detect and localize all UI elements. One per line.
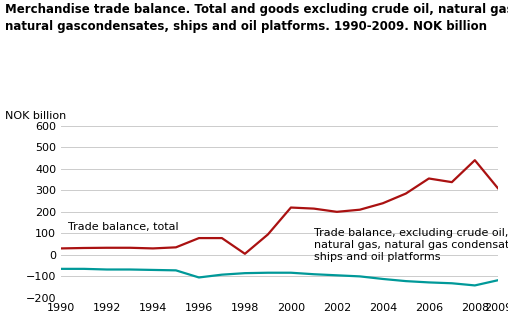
Text: Trade balance, excluding crude oil,
natural gas, natural gas condensates,
ships : Trade balance, excluding crude oil, natu… [314,228,508,262]
Text: Merchandise trade balance. Total and goods excluding crude oil, natural gas,
nat: Merchandise trade balance. Total and goo… [5,3,508,33]
Text: NOK billion: NOK billion [5,111,67,121]
Text: Trade balance, total: Trade balance, total [68,222,178,232]
